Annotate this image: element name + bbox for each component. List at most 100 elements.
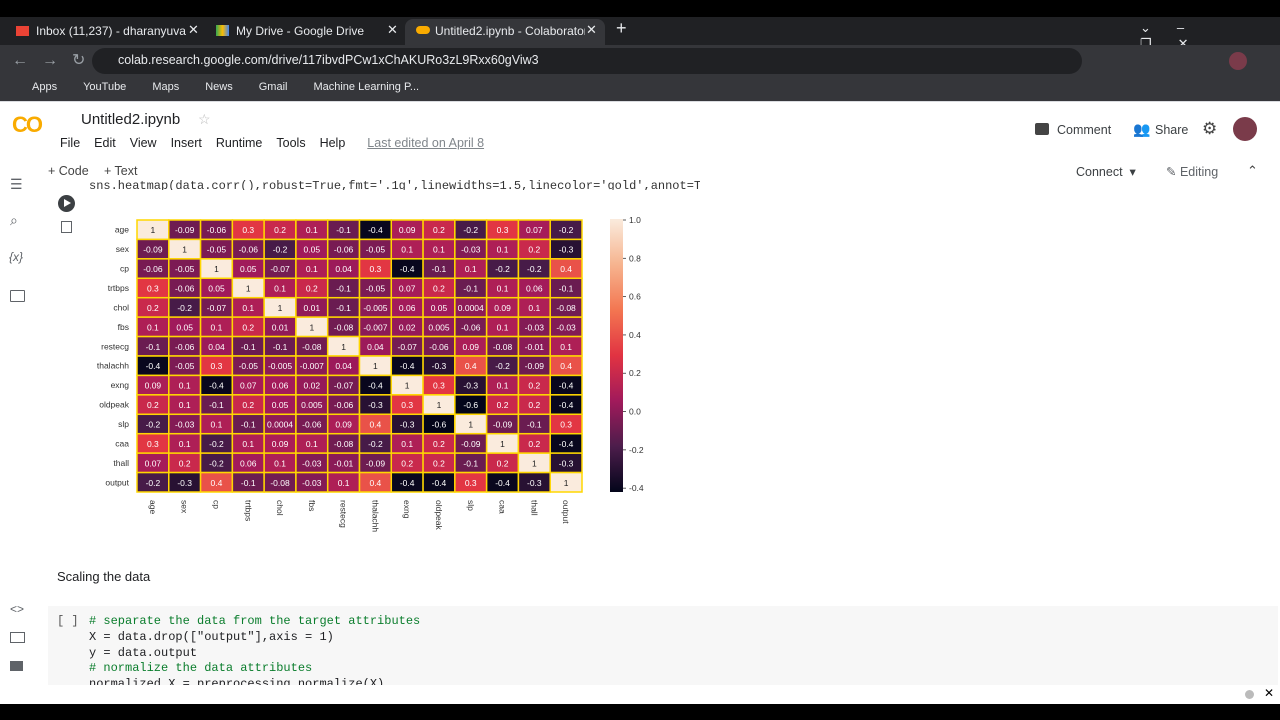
cell-label: 0.4 [465,361,477,371]
files-icon[interactable] [10,290,25,302]
y-tick-label: age [115,225,129,235]
colorbar-tick-label: -0.2 [629,445,644,455]
cell-label: -0.09 [366,458,386,468]
menu-item[interactable]: Help [319,136,346,150]
cell-label: -0.03 [302,458,322,468]
cell-label: -0.2 [209,458,224,468]
cell-label: 0.02 [399,322,416,332]
menu-item[interactable]: Insert [170,136,202,150]
snippets-icon[interactable]: <> [10,602,25,616]
code-line: normalized_X = preprocessing.normalize(X… [89,677,385,685]
menu-item[interactable]: File [60,136,81,150]
menu-item[interactable]: View [129,136,157,150]
bookmark[interactable]: Apps [32,81,58,93]
cell-label: 0.1 [497,245,509,255]
cell-label: -0.4 [559,439,574,449]
tab[interactable]: My Drive - Google Drive [236,24,365,38]
cell-label: 1 [278,303,283,313]
cell-label: -0.1 [432,264,447,274]
cell-label: -0.3 [559,458,574,468]
cell-label: -0.1 [209,400,224,410]
cell-label: 0.005 [301,400,323,410]
search-icon[interactable]: ⌕ [10,212,18,228]
editing[interactable]: ✎ Editing [1166,165,1219,179]
cell-label: 0.4 [369,420,381,430]
bookmark[interactable]: Maps [152,81,180,93]
cell-label: 0.2 [528,245,540,255]
cell-label: -0.05 [207,245,227,255]
collapse[interactable]: ⌃ [1247,163,1258,178]
label: Connect [1076,165,1123,179]
close-tab[interactable]: ✕ [387,22,398,37]
cell-label: 0.005 [428,322,450,332]
new-tab[interactable]: + [616,18,627,38]
cell-label: -0.3 [463,381,478,391]
cell-label: -0.1 [273,342,288,352]
cell-label: 0.1 [242,303,254,313]
cell-label: 0.1 [179,439,191,449]
code-clip: sns.heatmap(data.corr(),robust=True,fmt=… [80,176,700,190]
last-edited[interactable]: Last edited on April 8 [367,136,485,150]
cell-label: 0.2 [179,458,191,468]
nav-buttons[interactable]: ←→↻ [12,52,100,69]
tab[interactable]: Untitled2.ipynb - Colaboratory [435,24,585,38]
y-tick-label: output [105,477,129,487]
x-tick-label: fbs [307,500,317,511]
close-status[interactable]: ✕ [1264,686,1275,700]
cell-label: 0.09 [494,303,511,313]
cell-label: -0.06 [207,225,227,235]
profile-avatar[interactable] [1229,52,1247,70]
colorbar [610,219,623,492]
code-line: y = data.output [89,645,198,660]
cell-label: -0.1 [336,303,351,313]
cell-label: 0.05 [208,284,225,294]
bookmark[interactable]: Machine Learning P... [313,81,420,93]
cell-bracket[interactable]: [ ] [57,614,79,628]
terminal-icon[interactable] [10,661,23,671]
cell-label: -0.08 [556,303,576,313]
address-bar[interactable] [92,48,1082,74]
y-tick-label: restecg [101,341,129,351]
code-line: # normalize the data attributes [89,661,313,676]
cell-label: -0.007 [300,361,324,371]
add-text[interactable]: + Text [104,164,138,178]
user-avatar[interactable] [1233,117,1257,141]
bookmark[interactable]: Gmail [258,81,288,93]
cell-label: -0.3 [527,478,542,488]
cell-label: -0.05 [366,245,386,255]
x-tick-label: thalachh [370,500,380,532]
menu-item[interactable]: Tools [276,136,306,150]
menu-item[interactable]: Runtime [215,136,263,150]
cell-label: 1 [246,284,251,294]
variables-icon[interactable]: {x} [9,250,24,264]
bookmark[interactable]: News [205,81,233,93]
cell-label: 1 [437,400,442,410]
notebook-title[interactable]: Untitled2.ipynb [81,111,181,128]
cell-label: -0.05 [175,361,195,371]
settings[interactable]: ⚙ [1202,119,1218,138]
cell-label: 0.1 [433,245,445,255]
add-code[interactable]: + Code [48,164,89,178]
palette-icon[interactable] [10,632,25,643]
cell-label: 0.2 [528,400,540,410]
close-tab[interactable]: ✕ [586,22,597,37]
bookmark[interactable]: YouTube [83,81,127,93]
cell-label: 0.04 [335,361,352,371]
toc-icon[interactable]: ☰ [10,176,23,192]
connect[interactable]: Connect ▾ [1076,165,1136,179]
comment-button[interactable]: Comment [1057,123,1112,137]
comment-icon [1035,123,1049,135]
url: colab.research.google.com/drive/117ibvdP… [118,53,539,67]
cell-label: 1 [151,225,156,235]
close-tab[interactable]: ✕ [188,22,199,37]
cell-label: 0.3 [560,420,572,430]
output-icon[interactable] [61,221,72,233]
tab[interactable]: Inbox (11,237) - dharanyuvaraj@ [36,24,186,38]
share-button[interactable]: Share [1155,123,1189,137]
cell-label: -0.08 [270,478,290,488]
status-dot [1245,690,1254,699]
menu-item[interactable]: Edit [94,136,116,150]
star[interactable]: ☆ [198,111,211,127]
cell-label: -0.09 [461,439,481,449]
